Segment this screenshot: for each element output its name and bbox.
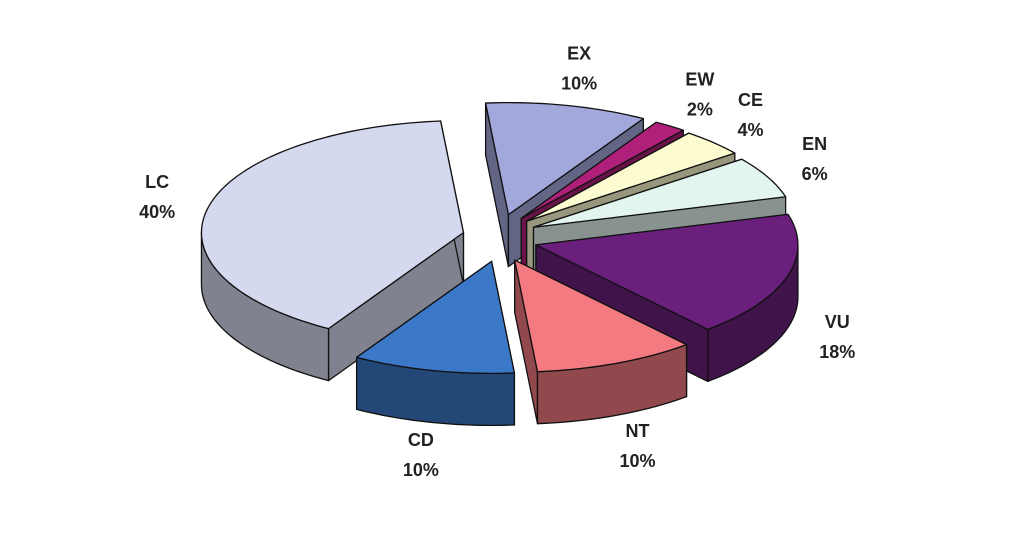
slice: [200, 120, 465, 330]
slice-label: EW: [685, 69, 714, 89]
slice-label: CD: [408, 430, 434, 450]
slice-value-label: 2%: [687, 99, 713, 119]
slice-value-label: 10%: [403, 460, 439, 480]
slice-value-label: 18%: [819, 342, 855, 362]
slice: [532, 158, 787, 228]
slice: [535, 213, 799, 331]
slice-label: EX: [567, 43, 591, 63]
slice-value-label: 6%: [802, 164, 828, 184]
slice-label: CE: [738, 90, 763, 110]
slice: [526, 132, 736, 222]
slice-label: LC: [145, 172, 169, 192]
slice-value-label: 40%: [139, 202, 175, 222]
slice-label: NT: [625, 421, 649, 441]
slice-value-label: 4%: [738, 120, 764, 140]
slice-label: EN: [802, 134, 827, 154]
slice: [355, 260, 516, 375]
slice: [484, 101, 645, 216]
slice-value-label: 10%: [561, 73, 597, 93]
slice-value-label: 10%: [619, 451, 655, 471]
slice: [514, 259, 688, 373]
slice: [520, 121, 684, 219]
slice-label: VU: [825, 312, 850, 332]
